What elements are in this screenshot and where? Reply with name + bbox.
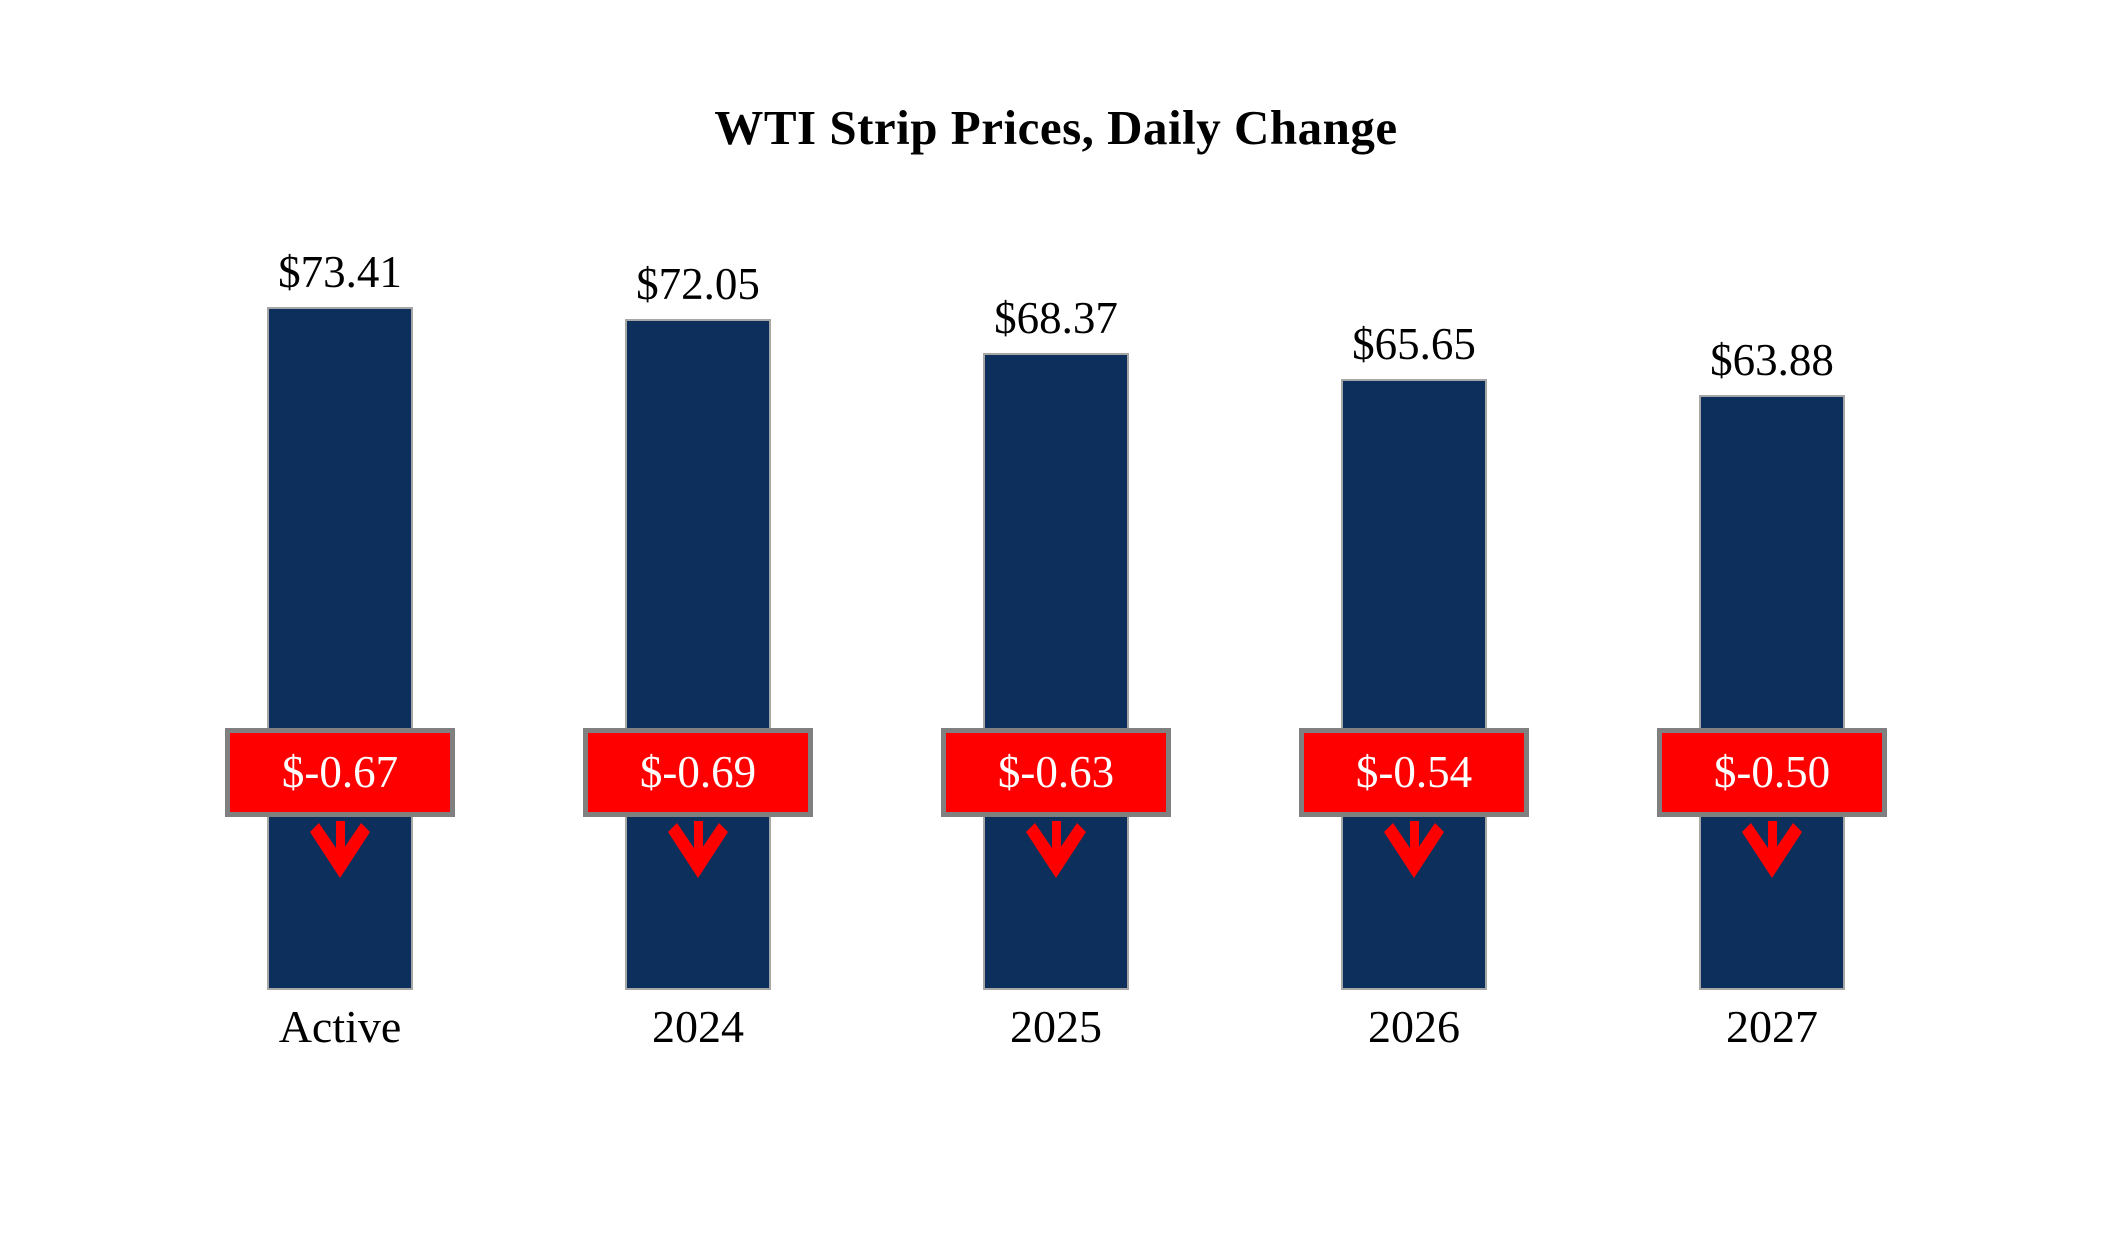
daily-change-box: $-0.67 bbox=[225, 728, 455, 817]
bar-value-label: $65.65 bbox=[1352, 319, 1476, 369]
daily-change-value: $-0.69 bbox=[639, 747, 757, 797]
bar-value-label: $68.37 bbox=[994, 293, 1118, 343]
category-label: 2025 bbox=[1010, 1001, 1102, 1052]
category-label: 2026 bbox=[1368, 1001, 1460, 1052]
daily-change-box: $-0.54 bbox=[1299, 728, 1529, 817]
chart-title: WTI Strip Prices, Daily Change bbox=[714, 100, 1398, 155]
bar-column: $72.05 $-0.69 2024 bbox=[519, 180, 877, 1050]
bar-column: $65.65 $-0.54 2026 bbox=[1235, 180, 1593, 1050]
down-arrow-icon bbox=[1742, 821, 1802, 878]
category-label: 2027 bbox=[1726, 1001, 1818, 1052]
down-arrow-icon bbox=[310, 821, 370, 878]
category-label: Active bbox=[278, 1001, 402, 1052]
daily-change-box: $-0.69 bbox=[583, 728, 813, 817]
daily-change-value: $-0.54 bbox=[1355, 747, 1473, 797]
chart-canvas: { "chart_data": { "type": "bar", "title"… bbox=[0, 96, 2112, 1248]
daily-change-box: $-0.50 bbox=[1657, 728, 1887, 817]
price-bar bbox=[1699, 395, 1845, 990]
price-bar bbox=[267, 307, 413, 990]
bar-column: $63.88 $-0.50 2027 bbox=[1593, 180, 1951, 1050]
down-arrow-icon bbox=[1384, 821, 1444, 878]
plot-area: $73.41 $-0.67 Active $72.05 $-0.69 2024 … bbox=[161, 180, 1951, 1050]
bar-value-label: $72.05 bbox=[636, 259, 760, 309]
daily-change-box: $-0.63 bbox=[941, 728, 1171, 817]
bar-column: $68.37 $-0.63 2025 bbox=[877, 180, 1235, 1050]
price-bar bbox=[1341, 379, 1487, 990]
bar-column: $73.41 $-0.67 Active bbox=[161, 180, 519, 1050]
daily-change-value: $-0.63 bbox=[997, 747, 1115, 797]
down-arrow-icon bbox=[668, 821, 728, 878]
category-label: 2024 bbox=[652, 1001, 744, 1052]
bar-value-label: $73.41 bbox=[278, 247, 402, 297]
price-bar bbox=[983, 353, 1129, 990]
daily-change-value: $-0.67 bbox=[281, 747, 399, 797]
bar-value-label: $63.88 bbox=[1710, 335, 1834, 385]
price-bar bbox=[625, 319, 771, 990]
daily-change-value: $-0.50 bbox=[1713, 747, 1831, 797]
down-arrow-icon bbox=[1026, 821, 1086, 878]
